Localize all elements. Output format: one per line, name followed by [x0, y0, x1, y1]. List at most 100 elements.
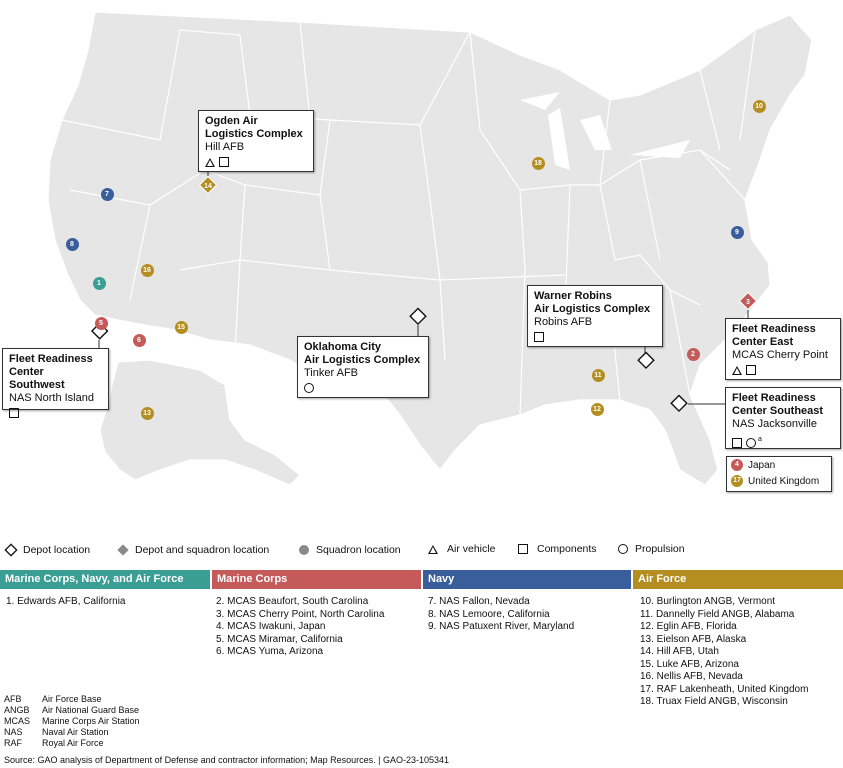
abbreviation-key: AFB	[4, 694, 22, 704]
legend-air-vehicle: Air vehicle	[428, 543, 495, 555]
category-list-navy: 7. NAS Fallon, Nevada 8. NAS Lemoore, Cal…	[428, 596, 574, 634]
location-list-item: 9. NAS Patuxent River, Maryland	[428, 621, 575, 632]
source-note: Source: GAO analysis of Department of De…	[4, 755, 450, 765]
squadron-marker-6: 6	[132, 333, 146, 347]
abbreviation-key: MCAS	[4, 716, 31, 726]
squadron-marker-9: 9	[730, 225, 744, 239]
squadron-marker-8: 8	[65, 237, 79, 251]
abbreviation-value: Air Force Base	[42, 694, 102, 704]
air-vehicle-icon	[428, 544, 438, 554]
legend-depot-squadron: Depot and squadron location	[116, 543, 269, 557]
components-icon	[732, 437, 742, 448]
squadron-marker-18: 18	[531, 156, 545, 170]
location-list-item: 8. NAS Lemoore, California	[428, 608, 550, 620]
callout-subtitle: Robins AFB	[534, 316, 593, 328]
callout-warner-robins: Warner Robins Air Logistics Complex Robi…	[527, 285, 663, 347]
callout-subtitle: Hill AFB	[205, 141, 245, 153]
abbreviation-key: RAF	[4, 738, 22, 748]
location-list-item: 16. Nellis AFB, Nevada	[640, 671, 743, 682]
category-list-air-force: 10. Burlington ANGB, Vermont 11. Dannelly…	[640, 596, 808, 709]
legend-air-vehicle-label: Air vehicle	[447, 543, 496, 555]
squadron-marker-2: 2	[686, 347, 700, 361]
depot-squadron-diamond-icon	[117, 544, 129, 556]
map-legend: Depot location Depot and squadron locati…	[0, 543, 843, 559]
callout-subtitle: NAS Jacksonville	[732, 418, 817, 430]
location-list-item: 5. MCAS Miramar, California	[216, 633, 343, 645]
squadron-marker-12: 12	[590, 402, 604, 416]
air-vehicle-icon	[732, 365, 742, 375]
abbreviation-value: Royal Air Force	[42, 738, 104, 748]
svg-text:14: 14	[204, 183, 212, 190]
location-list-item: 10. Burlington ANGB, Vermont	[640, 596, 776, 607]
callout-ogden: Ogden Air Logistics Complex Hill AFB	[198, 110, 314, 172]
components-icon	[518, 544, 528, 554]
squadron-marker-5: 5	[94, 316, 108, 330]
us-map: 14 3	[47, 11, 813, 486]
abbreviation-row: RAF Royal Air Force	[4, 738, 140, 749]
squadron-marker-15: 15	[174, 320, 188, 334]
callout-icons	[304, 382, 422, 395]
callout-east: Fleet Readiness Center East MCAS Cherry …	[725, 318, 841, 380]
state-borders	[61, 21, 756, 416]
squadron-marker-16: 16	[140, 263, 154, 277]
callout-title-line1: Ogden Air	[205, 115, 258, 127]
components-icon	[219, 157, 229, 168]
callout-icons	[205, 156, 307, 169]
legend-squadron: Squadron location	[297, 543, 401, 557]
callout-title-line1: Fleet Readiness	[9, 353, 93, 365]
callout-icons	[534, 331, 656, 344]
callout-subtitle: MCAS Cherry Point	[732, 349, 828, 361]
location-list-item: 2. MCAS Beaufort, South Carolina	[216, 596, 369, 607]
callout-title-line2: Air Logistics Complex	[304, 354, 421, 366]
squadron-circle-icon	[299, 545, 309, 555]
category-list-marine-corps: 2. MCAS Beaufort, South Carolina 3. MCAS …	[216, 596, 384, 659]
callout-icons	[9, 407, 102, 420]
uk-marker: 17	[731, 475, 743, 487]
overseas-uk: 17 United Kingdom	[727, 473, 831, 489]
svg-text:3: 3	[746, 299, 750, 306]
abbreviation-value: Marine Corps Air Station	[42, 716, 140, 726]
callout-title-line1: Oklahoma City	[304, 341, 382, 353]
depot-diamond-oklahoma	[409, 307, 427, 326]
legend-depot: Depot location	[4, 543, 90, 557]
callout-southeast: Fleet Readiness Center Southeast NAS Jac…	[725, 387, 841, 449]
squadron-marker-13: 13	[140, 406, 154, 420]
location-list-item: 12. Eglin AFB, Florida	[640, 621, 737, 632]
category-header-mixed: Marine Corps, Navy, and Air Force	[0, 570, 210, 589]
category-header-air-force: Air Force	[633, 570, 843, 589]
callout-icons: a	[732, 433, 834, 450]
abbreviation-row: AFB Air Force Base	[4, 694, 140, 705]
location-list-item: 17. RAF Lakenheath, United Kingdom	[640, 683, 809, 695]
legend-propulsion-label: Propulsion	[635, 543, 685, 555]
japan-marker: 4	[731, 459, 743, 471]
propulsion-icon	[618, 544, 628, 554]
legend-propulsion: Propulsion	[618, 543, 685, 555]
abbreviation-row: NAS Naval Air Station	[4, 727, 140, 738]
abbreviation-row: MCAS Marine Corps Air Station	[4, 716, 140, 727]
depot-squadron-cherry-point	[738, 291, 758, 311]
squadron-marker-7: 7	[100, 187, 114, 201]
components-icon	[534, 332, 544, 343]
legend-depot-label: Depot location	[23, 544, 91, 556]
location-list-item: 15. Luke AFB, Arizona	[640, 658, 739, 670]
callout-subtitle: Tinker AFB	[304, 367, 358, 379]
category-header-navy: Navy	[423, 570, 631, 589]
location-list-item: 14. Hill AFB, Utah	[640, 646, 719, 657]
location-list-item: 11. Dannelly Field ANGB, Alabama	[640, 608, 795, 620]
footnote-marker: a	[758, 436, 764, 443]
category-header-marine-corps: Marine Corps	[212, 570, 421, 589]
legend-components-label: Components	[537, 543, 597, 555]
squadron-marker-1: 1	[92, 276, 106, 290]
category-list-mixed: 1. Edwards AFB, California	[6, 596, 126, 609]
great-lakes	[520, 92, 690, 170]
depot-squadron-hill	[198, 175, 218, 195]
overseas-japan: 4 Japan	[727, 457, 831, 473]
propulsion-icon	[304, 383, 314, 394]
callout-title-line2: Center East	[732, 336, 794, 348]
location-list-item: 13. Eielson AFB, Alaska	[640, 633, 747, 645]
squadron-marker-10: 10	[752, 99, 766, 113]
callout-subtitle: NAS North Island	[9, 392, 94, 404]
components-icon	[746, 365, 756, 376]
callout-southwest: Fleet Readiness Center Southwest NAS Nor…	[2, 348, 109, 419]
location-list-item: 6. MCAS Yuma, Arizona	[216, 646, 324, 657]
